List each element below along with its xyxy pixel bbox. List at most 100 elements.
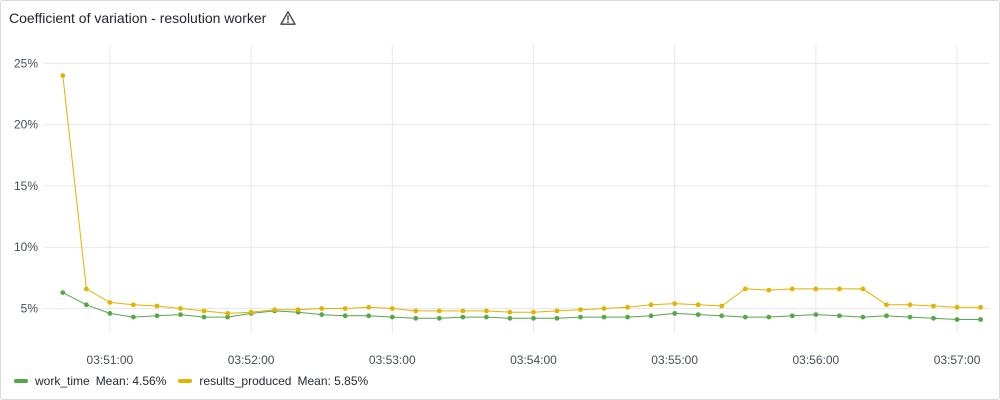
data-point[interactable] <box>672 311 678 316</box>
data-point[interactable] <box>860 286 866 292</box>
data-point[interactable] <box>554 308 560 314</box>
data-point[interactable] <box>225 314 231 320</box>
data-point[interactable] <box>366 313 372 319</box>
data-point[interactable] <box>531 309 536 315</box>
data-point[interactable] <box>672 301 678 306</box>
data-point[interactable] <box>531 315 536 321</box>
data-point[interactable] <box>907 314 913 320</box>
data-point[interactable] <box>60 73 66 78</box>
data-point[interactable] <box>342 306 348 311</box>
data-point[interactable] <box>484 314 489 320</box>
data-point[interactable] <box>84 286 89 292</box>
series-line <box>62 75 981 314</box>
data-point[interactable] <box>154 313 160 319</box>
data-point[interactable] <box>813 286 819 292</box>
data-point[interactable] <box>436 308 442 314</box>
y-tick-label: 5% <box>21 301 39 315</box>
data-point[interactable] <box>60 290 66 295</box>
data-point[interactable] <box>319 306 325 311</box>
x-tick-label: 03:54:00 <box>510 353 557 367</box>
data-point[interactable] <box>695 302 701 308</box>
data-point[interactable] <box>578 314 583 320</box>
data-point[interactable] <box>742 286 748 292</box>
data-point[interactable] <box>436 315 442 321</box>
data-point[interactable] <box>295 307 301 313</box>
data-point[interactable] <box>389 306 395 311</box>
data-point[interactable] <box>837 313 842 319</box>
data-point[interactable] <box>201 314 207 320</box>
line-chart: 5%10%15%20%25% 03:51:00 03:52:00 03:53:00 0… <box>14 45 990 367</box>
data-point[interactable] <box>413 308 419 314</box>
y-tick-label: 10% <box>14 240 38 254</box>
data-point[interactable] <box>484 308 489 314</box>
data-point[interactable] <box>742 314 748 320</box>
data-point[interactable] <box>319 312 325 317</box>
legend-swatch <box>178 379 193 383</box>
data-point[interactable] <box>201 308 207 314</box>
data-point[interactable] <box>978 304 983 310</box>
data-point[interactable] <box>978 317 983 322</box>
data-point[interactable] <box>507 309 513 315</box>
grid <box>44 45 990 333</box>
data-point[interactable] <box>695 312 701 317</box>
data-point[interactable] <box>789 313 795 319</box>
data-point[interactable] <box>837 286 842 292</box>
data-point[interactable] <box>719 313 725 319</box>
data-point[interactable] <box>460 314 466 320</box>
legend-series-name: results_produced <box>199 374 292 388</box>
data-point[interactable] <box>601 314 607 320</box>
data-point[interactable] <box>389 314 395 320</box>
data-point[interactable] <box>554 315 560 321</box>
data-point[interactable] <box>342 313 348 319</box>
x-tick-label: 03:52:00 <box>228 353 275 367</box>
data-point[interactable] <box>789 286 795 292</box>
data-point[interactable] <box>931 315 936 321</box>
data-point[interactable] <box>178 306 183 311</box>
data-point[interactable] <box>954 317 960 322</box>
data-point[interactable] <box>719 303 725 309</box>
data-point[interactable] <box>931 303 936 309</box>
data-point[interactable] <box>131 314 136 320</box>
data-point[interactable] <box>460 308 466 314</box>
data-point[interactable] <box>884 302 889 308</box>
data-point[interactable] <box>248 309 254 315</box>
data-point[interactable] <box>413 315 419 321</box>
data-point[interactable] <box>272 307 277 313</box>
data-point[interactable] <box>648 302 654 308</box>
data-point[interactable] <box>107 311 113 316</box>
data-point[interactable] <box>178 312 183 317</box>
legend: work_time Mean: 4.56% results_produced M… <box>14 372 380 390</box>
legend-item-results-produced[interactable]: results_produced Mean: 5.85% <box>178 374 368 388</box>
x-tick-label: 03:51:00 <box>87 353 134 367</box>
warning-triangle-icon[interactable] <box>280 10 297 26</box>
data-point[interactable] <box>766 314 772 320</box>
data-point[interactable] <box>225 311 231 316</box>
data-point[interactable] <box>766 287 772 293</box>
data-point[interactable] <box>507 315 513 321</box>
data-point[interactable] <box>131 302 136 308</box>
data-point[interactable] <box>154 303 160 309</box>
y-tick-label: 20% <box>14 118 38 132</box>
data-point[interactable] <box>860 314 866 320</box>
data-point[interactable] <box>954 304 960 310</box>
x-tick-label: 03:55:00 <box>651 353 698 367</box>
data-point[interactable] <box>366 304 372 310</box>
data-point[interactable] <box>107 300 113 305</box>
data-point[interactable] <box>625 314 630 320</box>
data-point[interactable] <box>578 307 583 313</box>
data-point[interactable] <box>625 304 630 310</box>
data-point[interactable] <box>884 313 889 319</box>
legend-swatch <box>14 379 28 383</box>
y-tick-label: 25% <box>14 56 38 70</box>
data-point[interactable] <box>907 302 913 308</box>
data-point[interactable] <box>84 302 89 308</box>
legend-mean: Mean: 4.56% <box>95 374 167 388</box>
series-line <box>62 292 981 320</box>
series-results-produced <box>60 73 983 316</box>
legend-series-name: work_time <box>35 374 90 388</box>
legend-item-work-time[interactable]: work_time Mean: 4.56% <box>14 374 166 388</box>
data-point[interactable] <box>601 306 607 311</box>
data-point[interactable] <box>813 312 819 317</box>
data-point[interactable] <box>648 313 654 319</box>
